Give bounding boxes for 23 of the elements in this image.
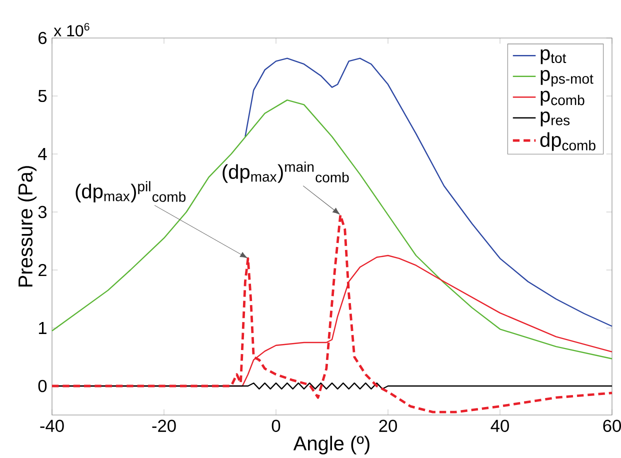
legend-label: p$_{res}$ (540, 112, 570, 126)
legend-label: p$_{ps-mot}$ (540, 70, 594, 87)
y-tick-label: 3 (38, 206, 47, 218)
text: x 10$^{6}$ (54, 22, 90, 36)
y-tick-label: 5 (38, 90, 47, 102)
x-tick-label: 20 (379, 420, 397, 432)
y-tick-label: 2 (38, 264, 46, 276)
y-tick-label: 4 (38, 148, 47, 160)
legend-label: p$_{tot}$ (540, 49, 566, 64)
x-tick-label: -20 (152, 420, 176, 432)
y-tick-label: 1 (38, 322, 46, 334)
x-tick-label: 40 (490, 420, 509, 432)
y-tick-label: 6 (38, 32, 47, 44)
x-tick-label: 0 (272, 420, 280, 432)
annotation: (dp$_{max}$)$^{main}$comb (222, 162, 349, 183)
x-axis-title: Angle (º) (293, 436, 370, 454)
x-tick-label: 60 (603, 420, 621, 432)
x-tick-label: -40 (40, 420, 64, 432)
y-tick-label: 0 (38, 380, 47, 392)
annotation: (dp$_{max}$)$^{pil}$comb (76, 181, 186, 202)
legend-label: p$_{comb}$ (540, 90, 584, 106)
legend-label: dp$_{comb}$ (540, 132, 596, 151)
y-axis-title: Pressure (Pa) (18, 166, 36, 287)
